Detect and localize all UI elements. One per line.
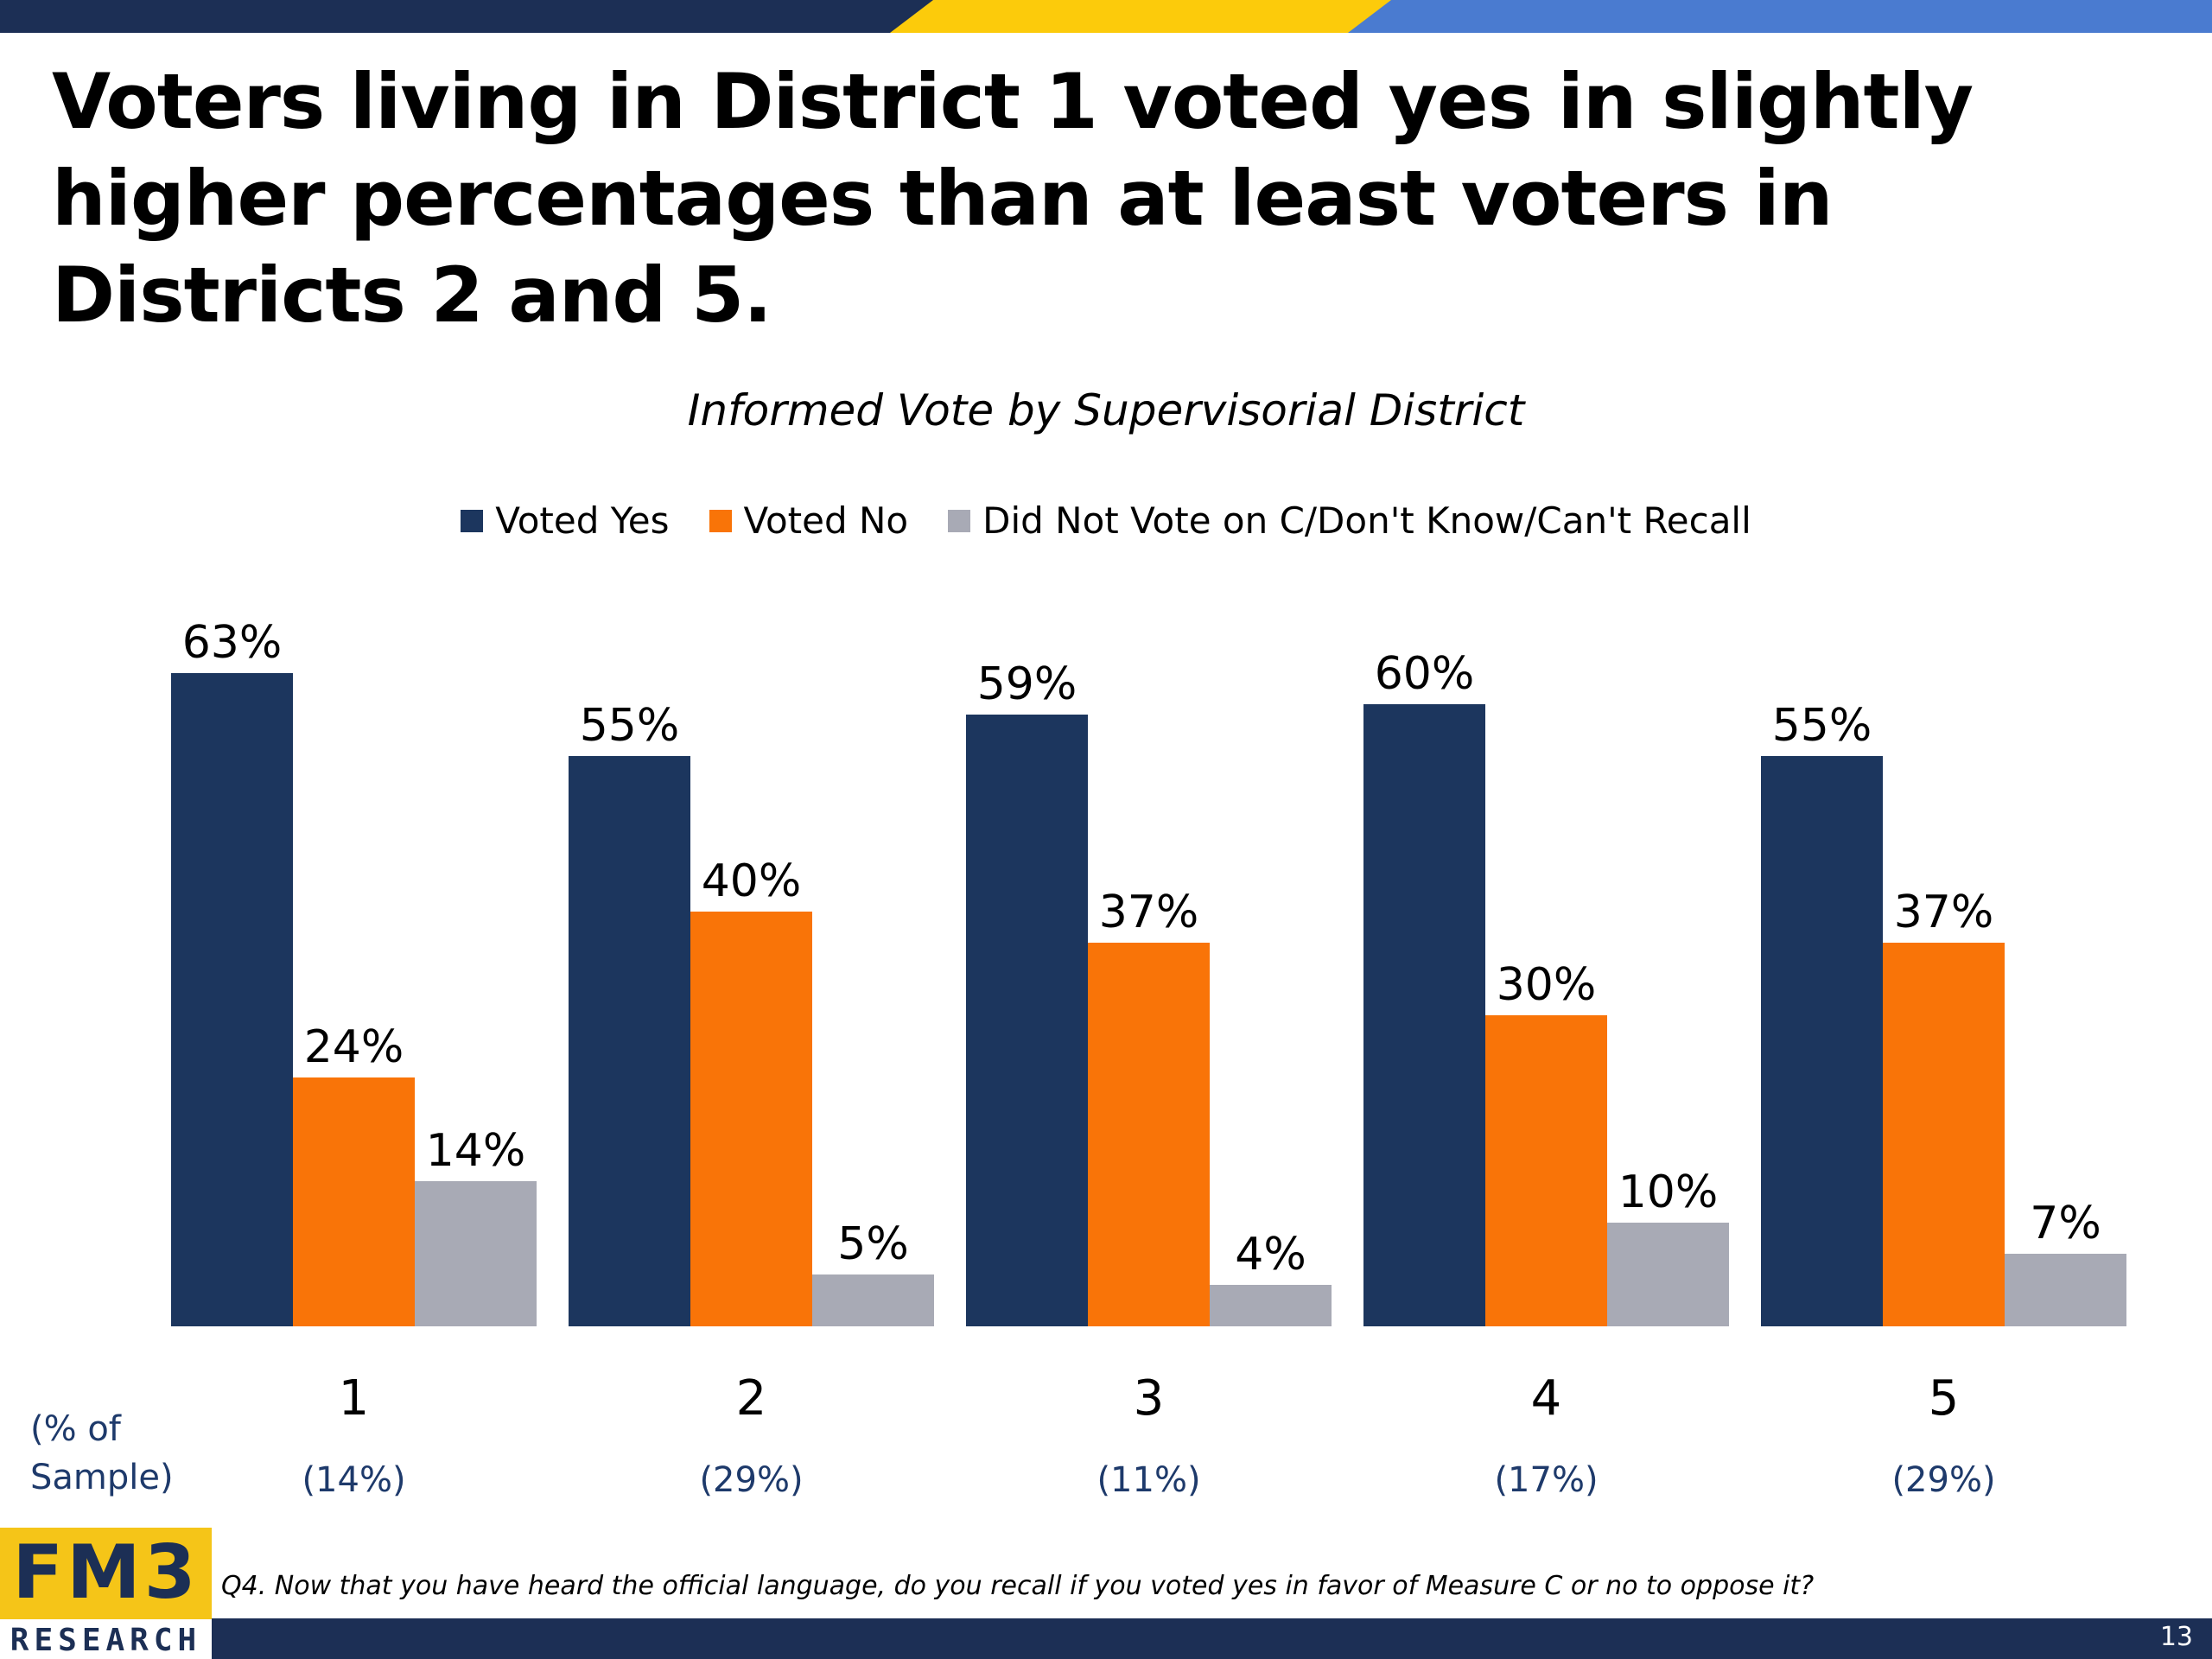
bar-voted-no-district-3 bbox=[1088, 943, 1210, 1326]
question-footnote: Q4. Now that you have heard the official… bbox=[221, 1571, 1815, 1601]
logo-research-text: RESEARCH bbox=[10, 1623, 202, 1658]
x-tick-label-district-5: 5 bbox=[1929, 1370, 1960, 1427]
bottom-bar: 13 bbox=[212, 1618, 2212, 1659]
data-label-voted-yes-district-2: 55% bbox=[580, 700, 680, 752]
data-label-did-not-vote-on-c-don-t-know-can-t-recall-district-5: 7% bbox=[2030, 1198, 2101, 1249]
sample-share-district-2: (29%) bbox=[699, 1460, 803, 1500]
bar-did-not-vote-on-c-don-t-know-can-t-recall-district-5 bbox=[2005, 1254, 2126, 1326]
data-label-voted-no-district-5: 37% bbox=[1894, 887, 1994, 938]
logo-box bbox=[0, 1528, 212, 1619]
data-label-did-not-vote-on-c-don-t-know-can-t-recall-district-4: 10% bbox=[1618, 1166, 1719, 1218]
bar-voted-yes-district-3 bbox=[966, 715, 1088, 1326]
data-label-voted-yes-district-3: 59% bbox=[977, 658, 1077, 710]
bar-voted-yes-district-5 bbox=[1761, 756, 1883, 1326]
bar-did-not-vote-on-c-don-t-know-can-t-recall-district-1 bbox=[415, 1181, 537, 1326]
sample-share-district-1: (14%) bbox=[302, 1460, 405, 1500]
sample-caption: (% of Sample) bbox=[30, 1409, 174, 1497]
legend-label-voted-no: Voted No bbox=[743, 499, 909, 542]
data-label-voted-no-district-3: 37% bbox=[1099, 887, 1199, 938]
chart-legend: Voted Yes Voted No Did Not Vote on C/Don… bbox=[0, 499, 2212, 542]
data-label-did-not-vote-on-c-don-t-know-can-t-recall-district-1: 14% bbox=[426, 1125, 526, 1177]
bar-voted-no-district-5 bbox=[1883, 943, 2005, 1326]
data-label-voted-yes-district-5: 55% bbox=[1772, 700, 1872, 752]
legend-swatch-did-not-vote bbox=[948, 509, 971, 532]
sample-share-district-3: (11%) bbox=[1096, 1460, 1200, 1500]
sample-share-district-5: (29%) bbox=[1891, 1460, 1995, 1500]
legend-item-voted-no: Voted No bbox=[709, 499, 909, 542]
legend-swatch-voted-yes bbox=[461, 509, 484, 532]
data-label-did-not-vote-on-c-don-t-know-can-t-recall-district-2: 5% bbox=[837, 1218, 909, 1270]
legend-swatch-voted-no bbox=[709, 509, 732, 532]
legend-label-did-not-vote: Did Not Vote on C/Don't Know/Can't Recal… bbox=[982, 499, 1751, 542]
top-decorative-band bbox=[0, 0, 2212, 33]
data-label-did-not-vote-on-c-don-t-know-can-t-recall-district-3: 4% bbox=[1235, 1229, 1306, 1281]
page-number: 13 bbox=[2159, 1622, 2193, 1652]
bar-voted-no-district-2 bbox=[690, 912, 812, 1326]
x-tick-label-district-3: 3 bbox=[1134, 1370, 1165, 1427]
data-label-voted-no-district-2: 40% bbox=[702, 855, 802, 907]
top-band-blue bbox=[1348, 0, 2212, 33]
x-tick-label-district-1: 1 bbox=[339, 1370, 370, 1427]
chart-title: Informed Vote by Supervisorial District bbox=[687, 385, 1525, 435]
x-tick-label-district-4: 4 bbox=[1531, 1370, 1562, 1427]
bar-voted-yes-district-2 bbox=[569, 756, 690, 1326]
legend-item-did-not-vote: Did Not Vote on C/Don't Know/Can't Recal… bbox=[948, 499, 1751, 542]
bar-did-not-vote-on-c-don-t-know-can-t-recall-district-2 bbox=[812, 1274, 934, 1326]
legend-label-voted-yes: Voted Yes bbox=[495, 499, 670, 542]
bar-voted-yes-district-1 bbox=[171, 673, 293, 1326]
data-label-voted-no-district-1: 24% bbox=[304, 1021, 404, 1073]
slide-title: Voters living in District 1 voted yes in… bbox=[52, 57, 1974, 340]
bar-voted-no-district-4 bbox=[1485, 1015, 1607, 1326]
bar-did-not-vote-on-c-don-t-know-can-t-recall-district-4 bbox=[1607, 1223, 1729, 1326]
sample-share-district-4: (17%) bbox=[1494, 1460, 1598, 1500]
legend-item-voted-yes: Voted Yes bbox=[461, 499, 670, 542]
bar-voted-yes-district-4 bbox=[1363, 704, 1485, 1326]
x-tick-label-district-2: 2 bbox=[736, 1370, 767, 1427]
data-label-voted-yes-district-4: 60% bbox=[1375, 648, 1475, 700]
data-label-voted-yes-district-1: 63% bbox=[182, 617, 283, 669]
top-band-yellow bbox=[890, 0, 1400, 33]
data-label-voted-no-district-4: 30% bbox=[1497, 959, 1597, 1011]
fm3-research-logo: FM3 RESEARCH bbox=[0, 1528, 212, 1659]
bar-did-not-vote-on-c-don-t-know-can-t-recall-district-3 bbox=[1210, 1285, 1332, 1326]
logo-fm3-text: FM3 bbox=[12, 1529, 200, 1616]
bar-voted-no-district-1 bbox=[293, 1077, 415, 1326]
